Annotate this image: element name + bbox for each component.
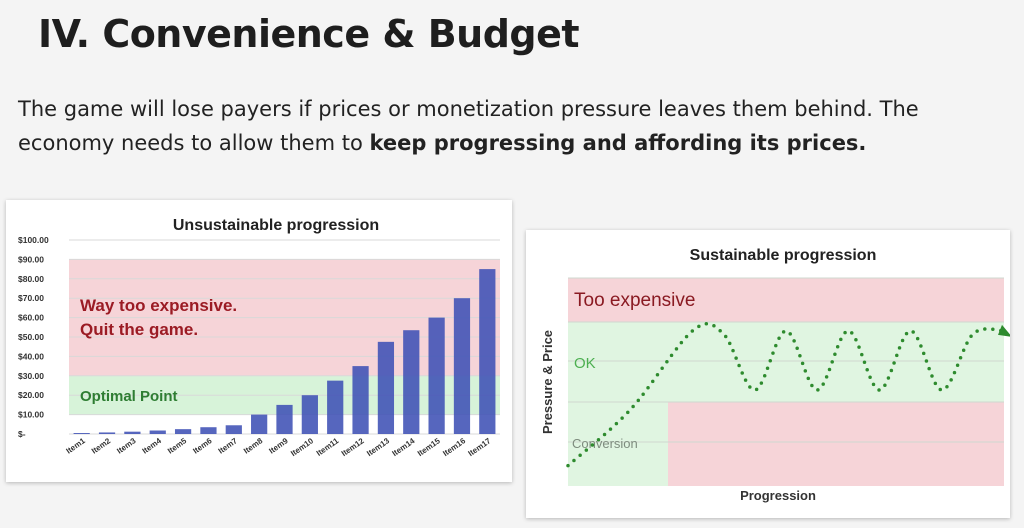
y-tick-label: $20.00 bbox=[18, 390, 44, 400]
too-expensive-label: Too expensive bbox=[574, 290, 695, 311]
conversion-region bbox=[568, 402, 668, 486]
y-tick-label: $90.00 bbox=[18, 254, 44, 264]
y-tick-label: $10.00 bbox=[18, 410, 44, 420]
bar bbox=[98, 432, 116, 434]
bar bbox=[377, 341, 395, 434]
optimal-point-label: Optimal Point bbox=[80, 388, 178, 405]
ok-label: OK bbox=[574, 355, 596, 372]
bar bbox=[276, 404, 293, 434]
x-tick-label: Item16 bbox=[441, 436, 467, 458]
ok-region bbox=[568, 322, 1004, 402]
y-tick-label: $60.00 bbox=[18, 313, 44, 323]
bar bbox=[453, 298, 471, 434]
x-tick-label: Item7 bbox=[217, 436, 240, 456]
y-tick-label: $- bbox=[18, 429, 26, 439]
y-tick-label: $70.00 bbox=[18, 293, 44, 303]
x-tick-label: Item11 bbox=[315, 436, 341, 458]
sustainable-chart-card: Sustainable progression Too expensive OK C… bbox=[526, 230, 1010, 518]
x-tick-label: Item5 bbox=[166, 436, 189, 456]
body-emphasis: keep progressing and affording its price… bbox=[369, 131, 867, 155]
x-tick-label: Item2 bbox=[90, 436, 113, 456]
y-tick-label: $40.00 bbox=[18, 351, 44, 361]
overpriced-region bbox=[668, 402, 1004, 486]
bar bbox=[73, 433, 90, 434]
bar bbox=[251, 414, 268, 434]
x-tick-label: Item12 bbox=[340, 436, 366, 458]
bar bbox=[225, 425, 242, 434]
slide-title: IV. Convenience & Budget bbox=[38, 12, 580, 56]
unsustainable-chart: $- $10.00 $20.00 $30.00 $40.00 $50.00 $60.00 $7… bbox=[18, 217, 500, 458]
bar bbox=[124, 431, 141, 434]
body-intro: The game will lose payers if prices or m… bbox=[18, 97, 919, 155]
x-tick-label: Item13 bbox=[365, 436, 391, 458]
x-tick-label: Item14 bbox=[390, 436, 416, 458]
bar bbox=[479, 269, 496, 434]
arrow-head-icon bbox=[998, 324, 1010, 337]
bar bbox=[428, 317, 445, 434]
y-tick-label: $80.00 bbox=[18, 274, 44, 284]
x-tick-label: Item9 bbox=[267, 436, 290, 456]
y-tick-label: $100.00 bbox=[18, 235, 49, 245]
bar bbox=[301, 395, 318, 434]
y-tick-label: $30.00 bbox=[18, 371, 44, 381]
y-axis-label: Pressure & Price bbox=[540, 330, 555, 434]
conversion-label: Conversion bbox=[572, 436, 638, 451]
sustainable-chart: Sustainable progression Too expensive OK C… bbox=[540, 247, 1010, 503]
band-annotation: Quit the game. bbox=[80, 320, 198, 339]
chart-title: Unsustainable progression bbox=[173, 217, 379, 234]
x-tick-label: Item17 bbox=[467, 436, 493, 458]
chart-title: Sustainable progression bbox=[690, 247, 877, 264]
band-annotation: Way too expensive. bbox=[80, 296, 237, 315]
y-tick-label: $50.00 bbox=[18, 332, 44, 342]
x-tick-label: Item1 bbox=[65, 436, 88, 456]
x-tick-label: Item6 bbox=[191, 436, 214, 456]
too-expensive-region bbox=[568, 278, 1004, 322]
unsustainable-chart-card: $- $10.00 $20.00 $30.00 $40.00 $50.00 $60.00 $7… bbox=[6, 200, 512, 482]
bar bbox=[200, 427, 217, 434]
x-tick-label: Item10 bbox=[289, 436, 315, 458]
x-axis-label: Progression bbox=[740, 488, 816, 503]
x-tick-label: Item4 bbox=[141, 436, 164, 456]
bar bbox=[174, 429, 192, 434]
bar bbox=[149, 430, 166, 434]
x-tick-label: Item15 bbox=[416, 436, 442, 458]
slide-body-text: The game will lose payers if prices or m… bbox=[18, 92, 1008, 160]
bar bbox=[327, 380, 344, 434]
x-tick-label: Item3 bbox=[115, 436, 138, 456]
progression-curve bbox=[566, 322, 1006, 468]
bar bbox=[403, 330, 420, 434]
x-tick-label: Item8 bbox=[242, 436, 265, 456]
bar bbox=[352, 366, 369, 434]
